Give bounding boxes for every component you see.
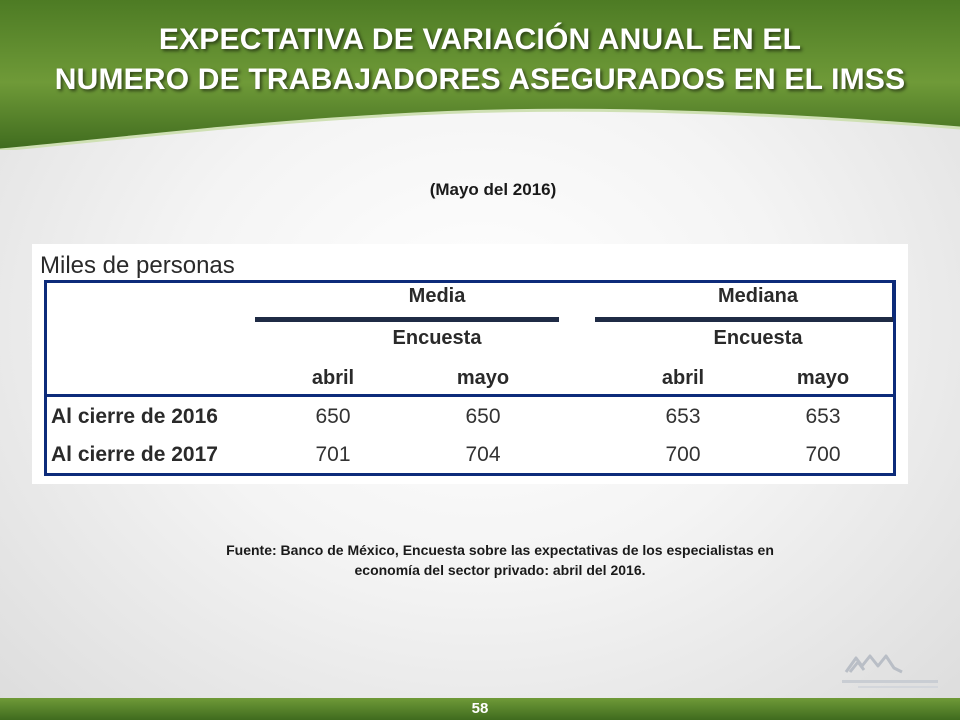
page-number: 58 [471, 700, 489, 717]
cell-2016-abril-media: 650 [315, 405, 351, 428]
cell-2016-mayo-media: 650 [465, 405, 501, 428]
cell-2016-abril-mediana: 653 [665, 405, 701, 428]
group-header-mediana: Mediana [717, 285, 799, 307]
group-header-media: Media [408, 285, 466, 307]
subgroup-header-media: Encuesta [392, 327, 482, 349]
cell-2017-mayo-mediana: 700 [805, 443, 841, 466]
cell-2017-abril-media: 701 [315, 443, 351, 466]
slide-subtitle: (Mayo del 2016) [429, 180, 557, 199]
source-line-1: Fuente: Banco de México, Encuesta sobre … [226, 542, 774, 558]
group-underline-mediana [595, 317, 893, 322]
table-panel: Miles de personas Media Mediana Encuesta… [32, 244, 908, 484]
header-band [0, 0, 960, 150]
source-note: Fuente: Banco de México, Encuesta sobre … [150, 540, 850, 580]
header-separator [47, 394, 893, 397]
footer-band [0, 698, 960, 720]
row-label-2017: Al cierre de 2017 [51, 443, 218, 466]
slide-title: EXPECTATIVA DE VARIACIÓN ANUAL EN EL NUM… [0, 20, 960, 100]
cell-2017-abril-mediana: 700 [665, 443, 701, 466]
cell-2017-mayo-media: 704 [465, 443, 501, 466]
column-header-mayo-media: mayo [456, 367, 510, 389]
source-line-2: economía del sector privado: abril del 2… [354, 562, 646, 578]
column-header-abril-media: abril [311, 367, 355, 389]
group-underline-media [255, 317, 559, 322]
table-caption: Miles de personas [40, 252, 235, 279]
column-header-abril-mediana: abril [661, 367, 705, 389]
row-label-2016: Al cierre de 2016 [51, 405, 218, 428]
data-table: Media Mediana Encuesta Encuesta abril ma… [44, 280, 896, 476]
cell-2016-mayo-mediana: 653 [805, 405, 841, 428]
header-right-rule [892, 280, 895, 317]
column-header-mayo-mediana: mayo [796, 367, 850, 389]
title-line-1: EXPECTATIVA DE VARIACIÓN ANUAL EN EL [158, 23, 802, 56]
organization-logo [842, 654, 938, 688]
subgroup-header-mediana: Encuesta [713, 327, 803, 349]
title-line-2: NUMERO DE TRABAJADORES ASEGURADOS EN EL … [54, 63, 906, 96]
